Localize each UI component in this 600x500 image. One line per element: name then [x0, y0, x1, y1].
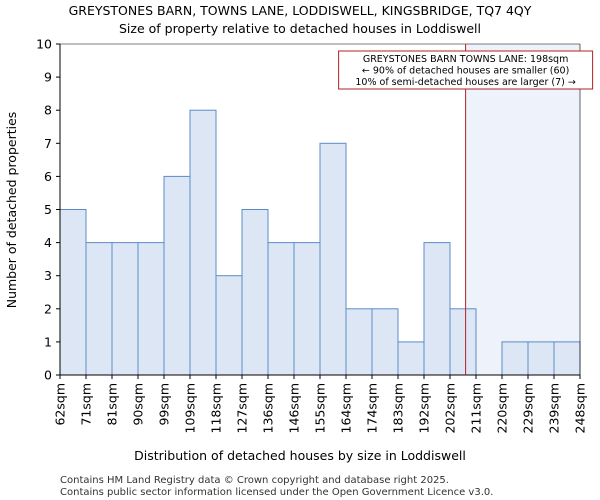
y-tick-label-5: 5: [44, 202, 52, 217]
y-tick-label-9: 9: [44, 70, 52, 85]
annotation-box: [338, 50, 594, 90]
chart-title: GREYSTONES BARN, TOWNS LANE, LODDISWELL,…: [69, 3, 532, 18]
chart-subtitle: Size of property relative to detached ho…: [119, 21, 481, 36]
bar-164sqm: [345, 308, 373, 376]
x-tick-label-99sqm: 99sqm: [157, 383, 172, 426]
bar-90sqm: [137, 242, 165, 376]
x-tick-label-71sqm: 71sqm: [79, 383, 94, 426]
y-tick-label-0: 0: [44, 368, 52, 383]
x-tick-label-239sqm: 239sqm: [547, 383, 562, 433]
y-tick-label-6: 6: [44, 169, 52, 184]
y-axis-label: Number of detached properties: [4, 112, 19, 309]
y-tick-label-10: 10: [36, 37, 52, 52]
x-tick-label-136sqm: 136sqm: [261, 383, 276, 433]
bar-174sqm: [371, 308, 399, 376]
x-tick-label-81sqm: 81sqm: [105, 383, 120, 426]
bar-71sqm: [85, 242, 113, 376]
footer-line-1: Contains HM Land Registry data © Crown c…: [60, 475, 449, 486]
bar-220sqm: [501, 341, 529, 376]
x-tick-label-155sqm: 155sqm: [313, 383, 328, 433]
bar-118sqm: [215, 275, 243, 376]
y-tick-label-1: 1: [44, 334, 52, 349]
x-tick-label-118sqm: 118sqm: [209, 383, 224, 433]
x-tick-label-146sqm: 146sqm: [287, 383, 302, 433]
x-tick-label-229sqm: 229sqm: [521, 383, 536, 433]
footer-line-2: Contains public sector information licen…: [60, 487, 493, 498]
bar-155sqm: [319, 142, 347, 376]
x-tick-label-164sqm: 164sqm: [339, 383, 354, 433]
bar-62sqm: [59, 209, 87, 376]
highlight-region: [465, 44, 580, 375]
annotation-line-2: ← 90% of detached houses are smaller (60…: [362, 66, 569, 77]
y-tick-label-2: 2: [44, 301, 52, 316]
x-tick-label-174sqm: 174sqm: [365, 383, 380, 433]
x-tick-label-192sqm: 192sqm: [417, 383, 432, 433]
annotation-line-3: 10% of semi-detached houses are larger (…: [355, 77, 575, 88]
x-tick-label-109sqm: 109sqm: [183, 383, 198, 433]
x-tick-label-90sqm: 90sqm: [131, 383, 146, 426]
y-tick-label-4: 4: [44, 235, 52, 250]
x-tick-label-62sqm: 62sqm: [53, 383, 68, 426]
y-tick-label-3: 3: [44, 268, 52, 283]
annotation-line-1: GREYSTONES BARN TOWNS LANE: 198sqm: [363, 54, 569, 65]
bar-99sqm: [163, 175, 191, 376]
x-tick-label-183sqm: 183sqm: [391, 383, 406, 433]
x-tick-label-248sqm: 248sqm: [573, 383, 588, 433]
bar-183sqm: [397, 341, 425, 376]
bar-192sqm: [423, 242, 451, 376]
bar-136sqm: [267, 242, 295, 376]
x-axis-label: Distribution of detached houses by size …: [134, 448, 466, 463]
bar-146sqm: [293, 242, 321, 376]
bar-109sqm: [189, 109, 217, 376]
bar-202sqm: [449, 308, 477, 376]
bar-239sqm: [553, 341, 581, 376]
x-tick-label-211sqm: 211sqm: [469, 383, 484, 433]
bar-81sqm: [111, 242, 139, 376]
plot-area: 0 1 2 3 4 5 6 7 8 9 10 62sqm 71sqm 81sqm 90sqm 99sqm 109…: [36, 37, 594, 433]
x-tick-label-220sqm: 220sqm: [495, 383, 510, 433]
x-tick-label-202sqm: 202sqm: [443, 383, 458, 433]
y-tick-label-8: 8: [44, 103, 52, 118]
y-tick-label-7: 7: [44, 136, 52, 151]
bar-127sqm: [241, 209, 269, 376]
x-tick-label-127sqm: 127sqm: [235, 383, 250, 433]
bar-229sqm: [527, 341, 555, 376]
